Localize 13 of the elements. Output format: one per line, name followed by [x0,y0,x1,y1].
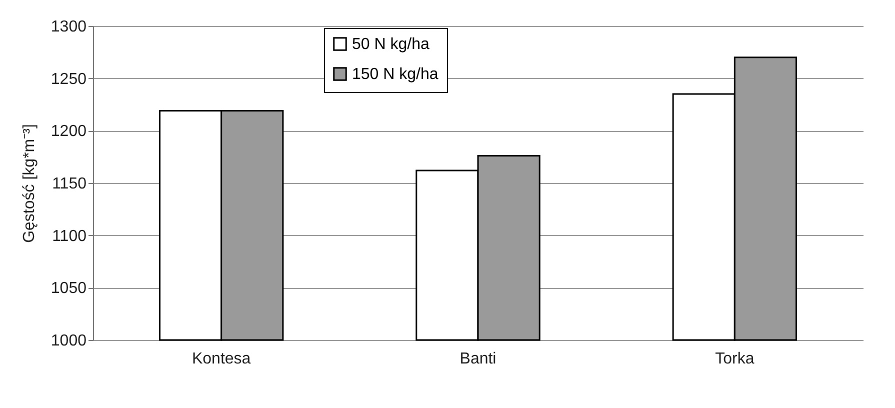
y-tick-label: 1250 [50,70,87,88]
y-tick-label: 1050 [50,280,87,298]
x-tick-label: Kontesa [192,350,251,368]
legend-label: 50 N kg/ha [352,36,430,53]
y-tick-label: 1000 [50,332,87,350]
y-tick-label: 1200 [50,123,87,140]
x-tick-label: Torka [715,350,754,368]
y-tick-label: 1150 [52,176,87,192]
y-tick-label: 1300 [50,18,87,36]
y-tick-label: 1100 [52,228,87,245]
y-axis-title: Gęstość [kg*m⁻³] [20,124,38,243]
x-tick-label: Banti [460,350,496,368]
legend-label: 150 N kg/ha [352,66,438,83]
